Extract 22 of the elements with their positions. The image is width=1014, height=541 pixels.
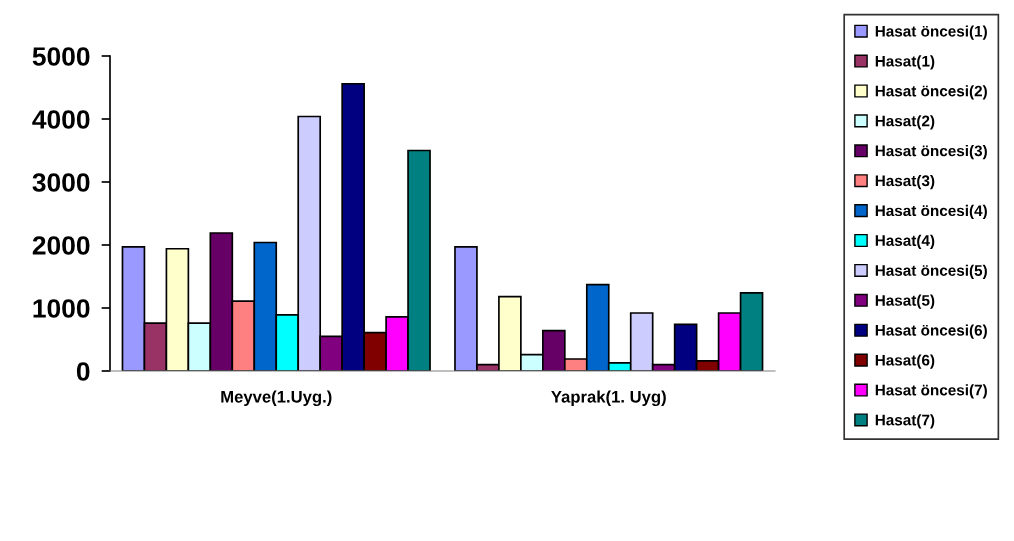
legend-label: Hasat öncesi(4) — [875, 204, 987, 220]
legend-label: Hasat(3) — [875, 174, 935, 190]
y-tick-label: 5000 — [32, 47, 90, 66]
y-tick-label: 1000 — [33, 299, 90, 318]
legend-label: Hasat öncesi(3) — [875, 145, 987, 160]
legend-label: Hasat öncesi(5) — [875, 264, 987, 279]
legend-label: Hasat öncesi(7) — [875, 384, 987, 399]
y-tick-label: 0 — [76, 362, 90, 381]
legend-label: Hasat(5) — [875, 294, 935, 309]
legend-label: Hasat öncesi(1) — [875, 25, 987, 40]
y-tick-label: 4000 — [32, 110, 90, 129]
legend-label: Hasat öncesi(6) — [875, 324, 987, 339]
x-tick-label: Meyve(1.Uyg.) — [221, 390, 332, 407]
legend-label: Hasat(2) — [875, 115, 935, 130]
legend-label: Hasat(6) — [875, 354, 935, 369]
legend-label: Hasat(4) — [875, 234, 935, 249]
x-tick-label: Yaprak(1. Uyg) — [551, 390, 666, 407]
legend-label: Hasat öncesi(2) — [875, 85, 987, 100]
legend-label: Hasat(7) — [875, 414, 935, 429]
y-tick-label: 2000 — [32, 236, 90, 255]
y-tick-label: 3000 — [32, 173, 90, 192]
legend-label: Hasat(1) — [875, 55, 935, 70]
